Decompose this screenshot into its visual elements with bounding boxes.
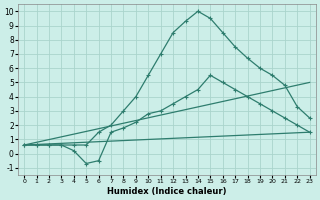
X-axis label: Humidex (Indice chaleur): Humidex (Indice chaleur) <box>107 187 227 196</box>
